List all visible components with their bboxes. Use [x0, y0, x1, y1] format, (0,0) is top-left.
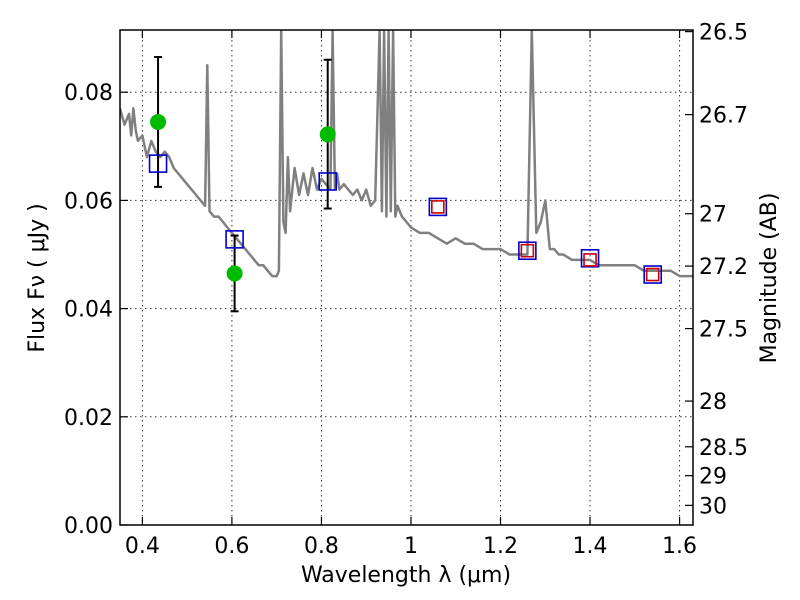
observed-photometry-point: [319, 126, 336, 143]
x-tick-label: 1.6: [662, 534, 697, 559]
y2-tick-label: 28: [699, 390, 727, 415]
synthetic-photometry-square: [580, 248, 600, 268]
synthetic-photometry-square: [318, 172, 338, 191]
y2-tick-label: 26.7: [699, 104, 748, 129]
x-tick-label: 0.8: [304, 534, 339, 559]
spectrum-line: [120, 30, 693, 278]
spectrum-layer: [120, 30, 693, 278]
y2-tick-label: 27.5: [699, 318, 748, 343]
x-tick-label: 1.2: [483, 534, 518, 559]
y-tick-label: 0.04: [64, 298, 113, 323]
predicted-photometry-square: [431, 200, 445, 214]
x-tick-label: 0.6: [214, 534, 249, 559]
plot-frame: [119, 29, 694, 526]
synthetic-photometry-square: [148, 154, 168, 173]
y2-tick-label: 27: [699, 203, 727, 228]
observed-photometry-point: [226, 265, 243, 282]
y2-tick-label: 29: [699, 465, 727, 490]
x-axis-label: Wavelength λ (μm): [301, 563, 511, 588]
tick-marks: [120, 30, 693, 526]
predicted-photometry-square: [583, 253, 597, 267]
synthetic-photometry-square: [643, 265, 663, 284]
synthetic-photometry-square: [428, 197, 448, 217]
predicted-photometry-square: [645, 267, 660, 282]
y-tick-label: 0.02: [64, 406, 113, 431]
marker-layer: [148, 56, 663, 313]
y-tick-label: 0.08: [64, 81, 113, 106]
synthetic-photometry-square: [225, 230, 244, 249]
x-tick-label: 1: [404, 534, 418, 559]
y2-axis-label: Magnitude (AB): [757, 193, 782, 364]
x-tick-label: 1.4: [573, 534, 608, 559]
y2-tick-label: 30: [699, 494, 727, 519]
y2-tick-label: 27.2: [699, 255, 748, 280]
synthetic-photometry-square: [518, 241, 537, 261]
y2-tick-label: 26.5: [699, 21, 748, 46]
x-tick-label: 0.4: [125, 534, 160, 559]
y2-tick-label: 28.5: [699, 436, 748, 461]
predicted-photometry-square: [520, 243, 535, 258]
observed-photometry-point: [150, 113, 167, 130]
y-tick-label: 0.00: [64, 514, 113, 539]
y-axis-label: Flux Fν ( μJy ): [25, 203, 50, 352]
y-tick-label: 0.06: [64, 189, 113, 214]
tick-labels: 0.4 0.6 0.8 1 1.2 1.4 1.6 0.00 0.02 0.04 0.06 0.08 2…: [64, 21, 748, 559]
